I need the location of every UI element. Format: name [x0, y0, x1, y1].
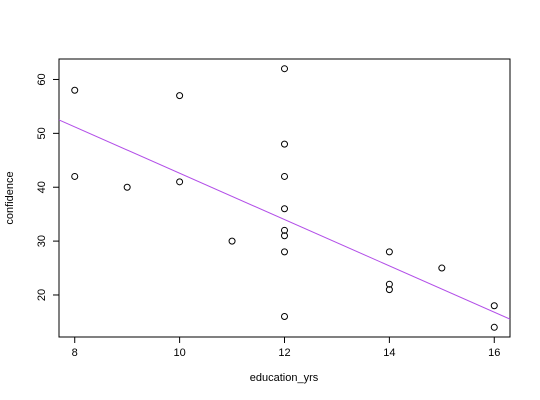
y-axis: 20 30 40 50 60 [36, 73, 59, 301]
data-point [438, 264, 446, 272]
y-tick-label: 20 [36, 289, 48, 301]
plot-frame [58, 58, 511, 338]
x-tick-label: 14 [383, 347, 395, 359]
x-tick-label: 10 [173, 347, 185, 359]
y-axis-label: confidence [4, 171, 16, 224]
data-point [176, 178, 184, 186]
x-tick-label: 12 [278, 347, 290, 359]
x-axis: 8 10 12 14 16 [72, 337, 500, 359]
data-point [281, 140, 288, 148]
data-point [71, 86, 79, 94]
data-point [228, 237, 236, 245]
data-point [281, 65, 288, 73]
data-point [123, 183, 131, 191]
data-point [176, 92, 184, 100]
data-point [281, 248, 288, 256]
data-point [281, 172, 288, 180]
y-tick-label: 60 [36, 73, 48, 85]
data-point [490, 302, 498, 310]
data-point [385, 248, 393, 256]
y-tick-label: 30 [36, 235, 48, 247]
fit-line-group [58, 119, 511, 320]
data-point [490, 323, 498, 331]
data-point [281, 205, 288, 213]
data-point [71, 172, 79, 180]
x-tick-label: 8 [72, 347, 78, 359]
data-point [281, 226, 288, 234]
data-point [281, 313, 288, 321]
data-point [385, 280, 393, 288]
x-axis-label: education_yrs [250, 372, 319, 384]
y-tick-label: 50 [36, 127, 48, 139]
regression-line [58, 119, 511, 320]
data-point [281, 232, 288, 240]
x-tick-label: 16 [488, 347, 500, 359]
points-group [71, 65, 498, 331]
data-point [385, 286, 393, 294]
y-tick-label: 40 [36, 181, 48, 193]
